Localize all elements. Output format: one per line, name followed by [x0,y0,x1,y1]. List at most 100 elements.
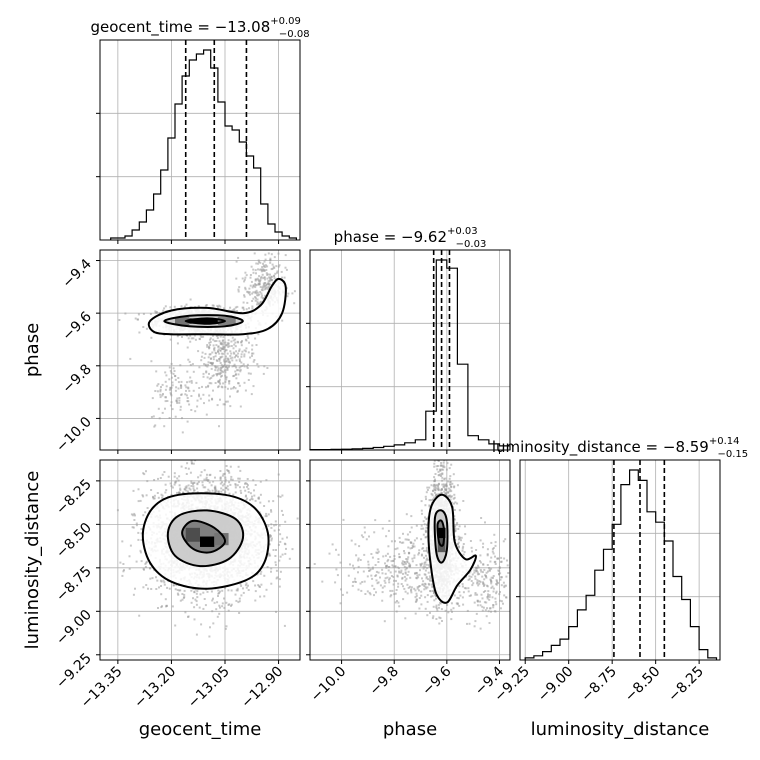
sample-point [145,470,147,473]
sample-point [212,622,215,625]
sample-point [279,533,282,536]
sample-point [262,297,265,300]
sample-point [448,490,451,493]
contour-line [147,277,287,336]
sample-point [222,371,225,374]
sample-point [257,294,260,297]
sample-point [274,561,277,564]
sample-point [268,284,271,287]
sample-point [205,386,207,389]
sample-point [214,369,217,372]
sample-point [269,259,272,261]
sample-point [254,584,257,587]
sample-point [223,363,226,366]
sample-point [228,361,231,364]
sample-point [164,598,167,601]
contour-line [184,317,227,325]
sample-point [212,389,214,392]
sample-point [213,601,216,604]
sample-point [251,305,254,308]
sample-point [171,381,174,384]
sample-point [263,264,266,267]
sample-point [186,370,189,373]
sample-point [212,304,215,307]
sample-point [218,380,221,382]
sample-point [422,533,425,536]
sample-point [164,371,167,374]
sample-point [254,282,257,285]
sample-point [260,296,263,299]
sample-point [263,505,266,507]
sample-point [189,364,192,366]
sample-point [176,592,179,595]
sample-point [229,395,231,398]
sample-point [190,485,193,487]
density-cell [217,317,236,325]
sample-point [228,492,231,495]
sample-point [206,590,209,593]
sample-point [195,603,198,606]
sample-point [211,375,214,378]
sample-point [278,559,281,562]
sample-point [123,569,125,572]
sample-point [219,373,221,376]
sample-point [186,346,189,349]
sample-point [277,473,280,476]
sample-point [173,370,176,372]
sample-point [171,486,174,489]
sample-point [231,359,234,362]
sample-point [224,478,227,481]
sample-point [159,579,162,582]
sample-point [267,288,270,291]
sample-point [425,526,428,529]
sample-point [139,551,142,554]
sample-point [270,537,273,540]
sample-point [198,395,201,398]
sample-point [238,360,241,363]
sample-point [208,490,211,493]
sample-point [426,594,429,597]
sample-point [195,600,198,603]
sample-point [210,484,213,487]
sample-point [178,475,181,478]
sample-point [209,361,212,364]
sample-point [219,482,222,485]
sample-point [169,386,172,389]
sample-point [189,471,192,474]
sample-point [206,365,209,368]
sample-point [160,585,162,587]
sample-point [237,601,240,604]
sample-point [138,331,141,334]
sample-point [161,451,163,453]
sample-point [192,597,194,600]
sample-point [192,485,195,488]
sample-point [255,284,258,286]
sample-point [235,350,238,353]
sample-point [262,277,265,280]
sample-point [261,266,264,269]
sample-point [214,351,217,354]
sample-point [220,490,223,493]
sample-point [162,393,164,395]
sample-point [211,599,214,602]
sample-point [240,361,243,364]
sample-point [239,583,242,586]
sample-point [277,265,280,268]
sample-point [156,579,159,582]
sample-point [268,276,271,279]
sample-point [223,597,225,600]
sample-point [150,360,153,363]
sample-point [185,394,188,397]
sample-point [188,360,191,363]
sample-point [219,477,222,480]
sample-point [239,469,242,472]
sample-point [275,577,278,580]
sample-point [153,494,156,497]
sample-point [254,499,257,502]
sample-point [256,277,259,280]
sample-point [268,543,271,546]
sample-point [178,589,181,592]
sample-point [266,265,269,268]
sample-point [447,487,450,490]
sample-point [223,361,226,364]
